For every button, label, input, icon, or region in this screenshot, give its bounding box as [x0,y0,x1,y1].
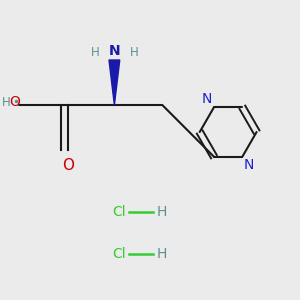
Polygon shape [109,60,120,105]
Text: Cl: Cl [113,205,126,218]
Text: O: O [62,158,74,172]
Text: H: H [156,247,167,260]
Text: Cl: Cl [113,247,126,260]
Text: H: H [2,95,11,109]
Text: N: N [244,158,254,172]
Text: O: O [9,95,20,109]
Text: H: H [130,46,138,59]
Text: N: N [109,44,120,58]
Text: H: H [91,46,99,59]
Text: N: N [202,92,212,106]
Text: H: H [156,205,167,218]
